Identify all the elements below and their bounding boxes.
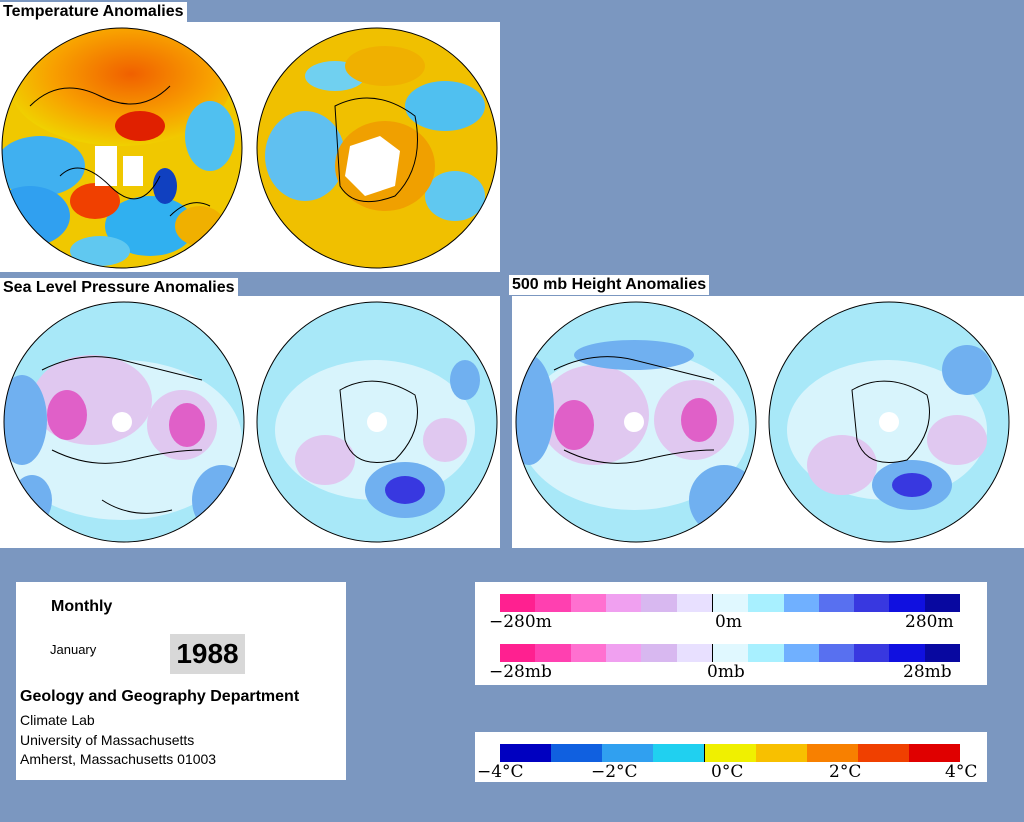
color-swatch <box>909 744 960 762</box>
color-swatch <box>889 594 925 612</box>
color-swatch <box>500 744 551 762</box>
temperature-color-bar <box>500 744 960 762</box>
height-color-bar <box>500 594 961 612</box>
temperature-tick-3: 0°C <box>711 762 744 782</box>
color-swatch <box>602 744 653 762</box>
department-label: Geology and Geography Department <box>20 688 300 705</box>
color-swatch <box>783 594 819 612</box>
pressure-color-bar <box>500 644 961 662</box>
temperature-globe-south <box>256 27 498 269</box>
color-swatch <box>676 594 712 612</box>
color-swatch <box>924 644 961 662</box>
color-swatch <box>641 644 677 662</box>
slp-globe-north <box>3 301 245 543</box>
color-swatch <box>605 594 642 612</box>
temperature-tick-1: −4°C <box>477 762 524 782</box>
color-swatch <box>500 594 536 612</box>
university-label: University of Massachusetts <box>20 732 195 748</box>
lab-label: Climate Lab <box>20 712 95 728</box>
color-swatch <box>653 744 704 762</box>
color-swatch <box>551 744 602 762</box>
color-swatch <box>807 744 858 762</box>
height-max-label: 280m <box>905 612 954 632</box>
color-swatch <box>500 644 536 662</box>
slp-globe-south <box>256 301 498 543</box>
color-swatch <box>535 644 571 662</box>
temperature-tick-5: 4°C <box>945 762 978 782</box>
temperature-globe-north <box>1 27 243 269</box>
color-swatch <box>818 644 855 662</box>
color-swatch <box>711 594 749 612</box>
pressure-min-label: −28mb <box>489 662 552 682</box>
anomaly-scale-box: −280m 0m 280m −28mb 0mb 28mb <box>475 582 987 685</box>
color-swatch <box>889 644 925 662</box>
color-swatch <box>858 744 909 762</box>
color-swatch <box>570 594 606 612</box>
color-swatch <box>748 594 784 612</box>
height-mid-label: 0m <box>715 612 742 632</box>
pressure-max-label: 28mb <box>903 662 952 682</box>
color-swatch <box>854 594 890 612</box>
color-swatch <box>854 644 890 662</box>
color-swatch <box>641 594 677 612</box>
period-label: Monthly <box>51 598 113 615</box>
color-swatch <box>570 644 606 662</box>
temperature-title: Temperature Anomalies <box>0 2 187 22</box>
info-box: Monthly January 1988 Geology and Geograp… <box>16 582 346 780</box>
temperature-tick-4: 2°C <box>829 762 862 782</box>
color-swatch <box>924 594 961 612</box>
temperature-scale-box: −4°C −2°C 0°C 2°C 4°C <box>475 732 987 782</box>
color-swatch <box>605 644 642 662</box>
month-label: January <box>50 642 97 657</box>
color-swatch <box>676 644 712 662</box>
address-label: Amherst, Massachusetts 01003 <box>20 751 217 767</box>
color-swatch <box>783 644 819 662</box>
slp-title: Sea Level Pressure Anomalies <box>0 278 238 298</box>
color-swatch <box>704 744 756 762</box>
color-swatch <box>748 644 784 662</box>
height-globe-north <box>515 301 757 543</box>
color-swatch <box>756 744 807 762</box>
pressure-mid-label: 0mb <box>707 662 745 682</box>
year-label: 1988 <box>170 634 245 674</box>
color-swatch <box>711 644 749 662</box>
height-min-label: −280m <box>489 612 552 632</box>
height-globe-south <box>768 301 1010 543</box>
temperature-tick-2: −2°C <box>591 762 638 782</box>
color-swatch <box>818 594 855 612</box>
height-title: 500 mb Height Anomalies <box>509 275 710 295</box>
color-swatch <box>535 594 571 612</box>
